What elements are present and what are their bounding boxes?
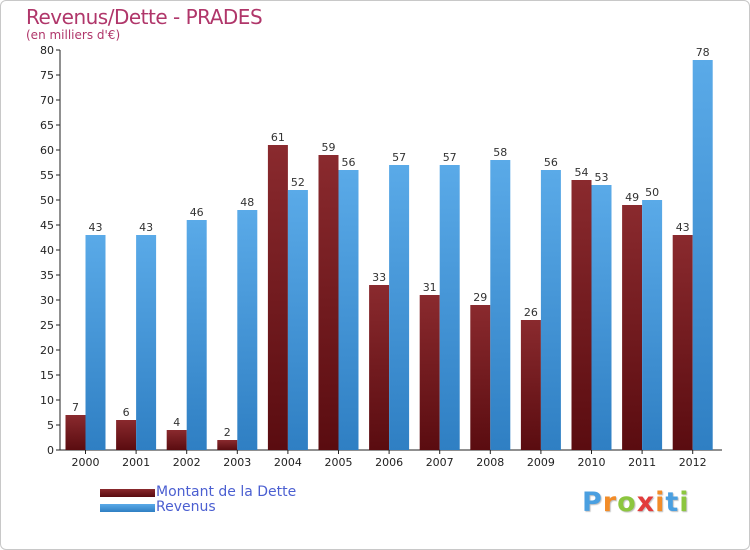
bar-revenus-value-label: 57 (392, 151, 406, 164)
bar-revenus-value-label: 46 (190, 206, 204, 219)
legend-label-revenus: Revenus (156, 499, 216, 515)
bar-dette (520, 320, 541, 450)
x-tick-label: 2001 (122, 456, 150, 469)
x-tick-label: 2009 (527, 456, 555, 469)
chart-title: Revenus/Dette - PRADES (26, 5, 263, 29)
bar-revenus (591, 185, 612, 450)
bar-revenus (439, 165, 460, 450)
y-tick-label: 40 (40, 244, 54, 257)
bar-revenus (186, 220, 207, 450)
bar-dette-value-label: 33 (372, 271, 386, 284)
bar-revenus-value-label: 78 (696, 46, 710, 59)
y-tick-label: 75 (40, 69, 54, 82)
bar-dette (672, 235, 693, 450)
bar-dette-value-label: 4 (173, 416, 180, 429)
x-tick-label: 2008 (476, 456, 504, 469)
bar-dette (65, 415, 86, 450)
y-tick-label: 50 (40, 194, 54, 207)
bar-revenus (287, 190, 308, 450)
bar-dette-value-label: 54 (575, 166, 589, 179)
bars (65, 60, 713, 450)
bar-revenus (338, 170, 359, 450)
bar-dette-value-label: 49 (625, 191, 639, 204)
y-tick-label: 25 (40, 319, 54, 332)
legend-swatch-revenus (100, 504, 155, 512)
bar-revenus-value-label: 56 (342, 156, 356, 169)
bar-revenus (642, 200, 663, 450)
legend-swatch-debt (100, 489, 155, 497)
data-labels: 7 6 4 2 61 59 33 31 29 26 54 49 43 43 43 46 48 52 56 57 57 58… (72, 46, 710, 439)
bar-dette (470, 305, 491, 450)
bar-dette-value-label: 7 (72, 401, 79, 414)
bar-dette (267, 145, 288, 450)
bar-revenus-value-label: 52 (291, 176, 305, 189)
bar-dette-value-label: 59 (322, 141, 336, 154)
bar-revenus-value-label: 53 (595, 171, 609, 184)
brand-letter: o (617, 487, 637, 518)
bar-dette-value-label: 31 (423, 281, 437, 294)
bar-revenus-value-label: 43 (139, 221, 153, 234)
bar-dette (571, 180, 592, 450)
bar-revenus (692, 60, 713, 450)
bar-dette (419, 295, 440, 450)
bar-dette (166, 430, 187, 450)
y-tick-label: 35 (40, 269, 54, 282)
x-tick-label: 2012 (679, 456, 707, 469)
bar-revenus (490, 160, 511, 450)
bar-dette (369, 285, 390, 450)
bar-dette-value-label: 2 (224, 426, 231, 439)
bar-revenus-value-label: 56 (544, 156, 558, 169)
bar-dette-value-label: 43 (676, 221, 690, 234)
bar-revenus-value-label: 48 (240, 196, 254, 209)
bar-dette (318, 155, 339, 450)
bar-dette (116, 420, 137, 450)
bar-revenus (136, 235, 157, 450)
bar-dette-value-label: 26 (524, 306, 538, 319)
y-tick-label: 80 (40, 44, 54, 57)
y-tick-label: 60 (40, 144, 54, 157)
y-tick-label: 5 (47, 419, 54, 432)
x-tick-label: 2000 (72, 456, 100, 469)
y-tick-label: 20 (40, 344, 54, 357)
bar-dette (622, 205, 643, 450)
y-tick-label: 0 (47, 444, 54, 457)
brand-letter: x (636, 487, 656, 518)
y-tick-label: 70 (40, 94, 54, 107)
bar-revenus-value-label: 43 (89, 221, 103, 234)
x-tick-label: 2003 (223, 456, 251, 469)
bar-revenus (237, 210, 258, 450)
x-tick-label: 2005 (325, 456, 353, 469)
bar-revenus (540, 170, 561, 450)
x-tick-label: 2011 (628, 456, 656, 469)
x-tick-label: 2002 (173, 456, 201, 469)
brand-logo: Proxiti (582, 487, 690, 518)
brand-letter: r (602, 487, 618, 518)
bar-revenus-value-label: 57 (443, 151, 457, 164)
bar-dette-value-label: 29 (473, 291, 487, 304)
bar-dette-value-label: 6 (123, 406, 130, 419)
y-tick-label: 30 (40, 294, 54, 307)
y-tick-label: 10 (40, 394, 54, 407)
legend-label-debt: Montant de la Dette (156, 484, 297, 500)
bar-revenus (389, 165, 410, 450)
x-tick-label: 2007 (426, 456, 454, 469)
brand-letter: i (679, 487, 690, 518)
bar-revenus (85, 235, 106, 450)
brand-letter: i (655, 487, 666, 518)
brand-letter: t (665, 487, 680, 518)
y-tick-label: 45 (40, 219, 54, 232)
y-tick-label: 15 (40, 369, 54, 382)
x-tick-label: 2010 (578, 456, 606, 469)
y-tick-label: 55 (40, 169, 54, 182)
brand-letter: P (582, 487, 603, 518)
bar-dette-value-label: 61 (271, 131, 285, 144)
bar-dette (217, 440, 238, 450)
chart-subtitle: (en milliers d'€) (26, 28, 121, 42)
y-tick-label: 65 (40, 119, 54, 132)
x-tick-label: 2004 (274, 456, 302, 469)
bar-revenus-value-label: 50 (645, 186, 659, 199)
x-tick-label: 2006 (375, 456, 403, 469)
bar-revenus-value-label: 58 (493, 146, 507, 159)
